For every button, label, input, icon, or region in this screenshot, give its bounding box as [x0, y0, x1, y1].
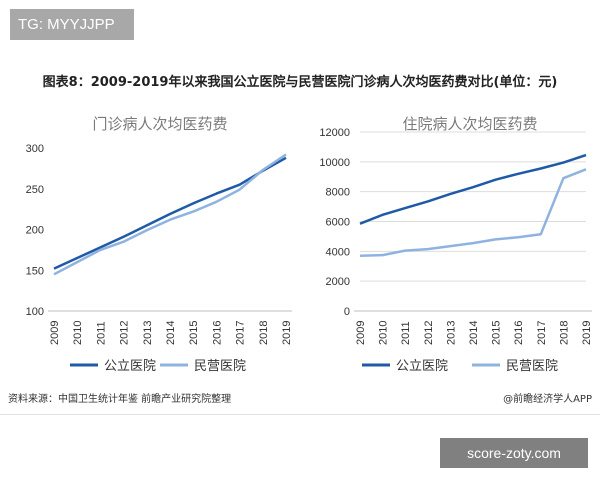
y-tick-label: 4000	[326, 246, 350, 258]
x-tick-label: 2012	[423, 321, 435, 345]
x-tick-label: 2015	[188, 321, 200, 345]
y-tick-label: 200	[26, 225, 44, 237]
x-tick-label: 2010	[378, 321, 390, 345]
chart-title: 住院病人次均医药费	[402, 115, 537, 133]
series-line-private	[53, 153, 287, 276]
x-tick-label: 2012	[119, 321, 131, 345]
y-tick-label: 8000	[326, 187, 350, 199]
y-tick-label: 150	[26, 265, 44, 277]
x-tick-label: 2018	[558, 321, 570, 345]
divider	[0, 414, 600, 415]
x-tick-label: 2011	[95, 321, 107, 345]
series-line-public	[359, 153, 587, 225]
x-tick-label: 2016	[211, 321, 223, 345]
outpatient-cost-chart: 门诊病人次均医药费 100 150 200 250 300 2009 2010 2011 2012…	[26, 115, 293, 374]
x-tick-label: 2018	[258, 321, 270, 345]
x-tick-label: 2017	[536, 321, 548, 345]
x-tick-label: 2009	[355, 321, 367, 345]
x-tick-label: 2009	[49, 321, 61, 345]
source-note: 资料来源：中国卫生统计年鉴 前瞻产业研究院整理	[8, 394, 232, 405]
y-tick-label: 100	[26, 306, 44, 318]
x-tick-label: 2011	[400, 321, 412, 345]
series-line-private	[359, 168, 587, 258]
site-label: score-zoty.com	[440, 438, 588, 468]
y-tick-label: 6000	[326, 217, 350, 229]
series-line-public	[53, 156, 287, 270]
legend-label: 民营医院	[194, 359, 246, 374]
x-tick-label: 2013	[142, 321, 154, 345]
x-tick-label: 2017	[235, 321, 247, 345]
watermark-tag: TG: MYYJJPP	[10, 9, 134, 40]
inpatient-cost-chart: 住院病人次均医药费 0 2000 4000 6000 8000 10000 12000 2009…	[319, 115, 593, 374]
x-tick-label: 2014	[165, 321, 177, 345]
x-tick-label: 2013	[445, 321, 457, 345]
x-tick-label: 2010	[72, 321, 84, 345]
y-tick-label: 12000	[319, 127, 350, 139]
credit-text: @前瞻经济学人APP	[503, 394, 592, 405]
legend-label: 民营医院	[506, 359, 558, 374]
legend-label: 公立医院	[396, 359, 448, 374]
chart-title: 门诊病人次均医药费	[92, 115, 227, 133]
y-tick-label: 2000	[326, 276, 350, 288]
y-tick-label: 250	[26, 184, 44, 196]
figure-title: 图表8：2009-2019年以来我国公立医院与民营医院门诊病人次均医药费对比(单…	[42, 75, 558, 90]
y-tick-label: 10000	[319, 157, 350, 169]
x-tick-label: 2019	[281, 321, 293, 345]
x-tick-label: 2015	[491, 321, 503, 345]
x-tick-label: 2014	[468, 321, 480, 345]
x-tick-label: 2016	[513, 321, 525, 345]
y-tick-label: 0	[344, 306, 350, 318]
y-tick-label: 300	[26, 143, 44, 155]
x-tick-label: 2019	[581, 321, 593, 345]
legend-label: 公立医院	[104, 359, 156, 374]
